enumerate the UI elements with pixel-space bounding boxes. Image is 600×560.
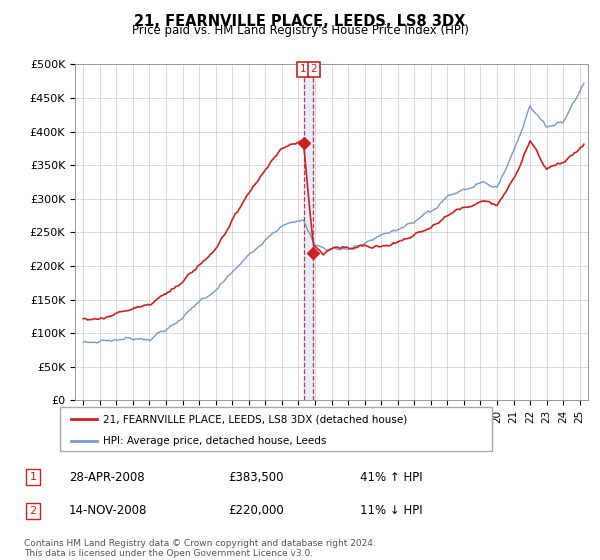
Text: 2: 2 — [310, 64, 317, 74]
Text: 2: 2 — [29, 506, 37, 516]
Text: Price paid vs. HM Land Registry's House Price Index (HPI): Price paid vs. HM Land Registry's House … — [131, 24, 469, 37]
FancyBboxPatch shape — [60, 407, 492, 451]
Text: 41% ↑ HPI: 41% ↑ HPI — [360, 470, 422, 484]
Text: 11% ↓ HPI: 11% ↓ HPI — [360, 504, 422, 517]
Text: 1: 1 — [299, 64, 306, 74]
Text: 21, FEARNVILLE PLACE, LEEDS, LS8 3DX: 21, FEARNVILLE PLACE, LEEDS, LS8 3DX — [134, 14, 466, 29]
Text: 1: 1 — [29, 472, 37, 482]
Text: £220,000: £220,000 — [228, 504, 284, 517]
Text: 21, FEARNVILLE PLACE, LEEDS, LS8 3DX (detached house): 21, FEARNVILLE PLACE, LEEDS, LS8 3DX (de… — [103, 414, 407, 424]
Text: 28-APR-2008: 28-APR-2008 — [69, 470, 145, 484]
Text: 14-NOV-2008: 14-NOV-2008 — [69, 504, 148, 517]
Text: Contains HM Land Registry data © Crown copyright and database right 2024.
This d: Contains HM Land Registry data © Crown c… — [24, 539, 376, 558]
Bar — [304, 64, 313, 400]
Text: HPI: Average price, detached house, Leeds: HPI: Average price, detached house, Leed… — [103, 436, 326, 446]
Text: £383,500: £383,500 — [228, 470, 284, 484]
